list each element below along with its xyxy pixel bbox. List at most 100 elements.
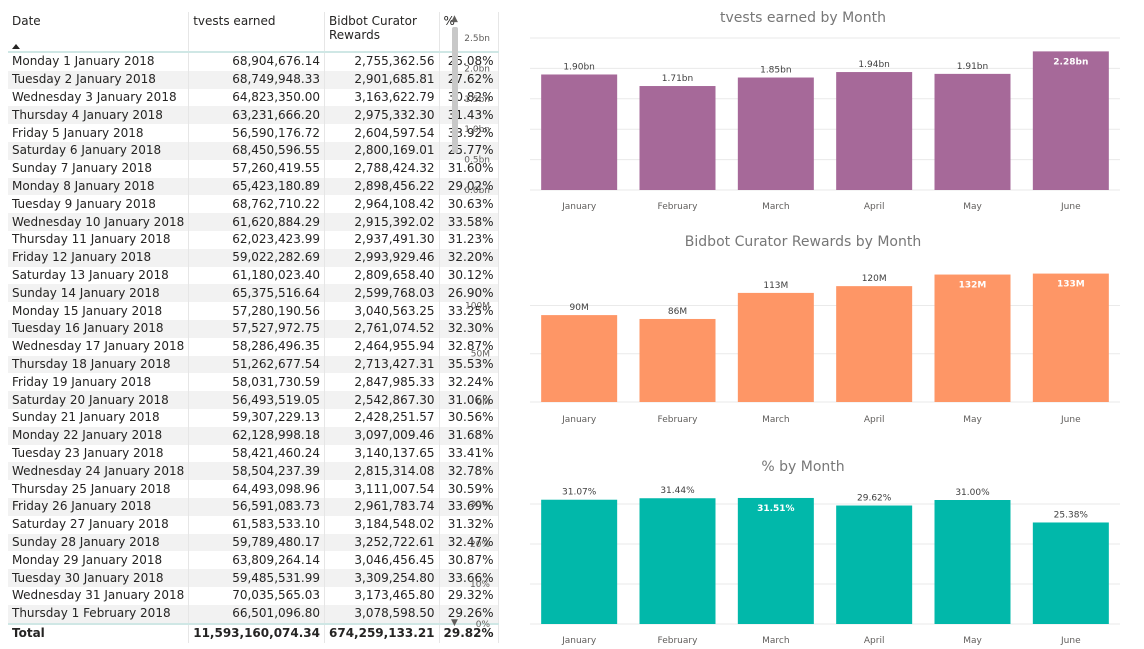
- table-row[interactable]: Thursday 11 January 2018 62,023,423.99 2,9…: [8, 230, 499, 249]
- table-row[interactable]: Monday 8 January 2018 65,423,180.89 2,898,…: [8, 177, 499, 196]
- table-row[interactable]: Monday 15 January 2018 57,280,190.56 3,040…: [8, 302, 499, 320]
- data-label: 31.07%: [562, 488, 597, 498]
- cell-bidbot: 2,815,314.08: [324, 462, 440, 481]
- table-row[interactable]: Friday 19 January 2018 58,031,730.59 2,847…: [8, 373, 499, 392]
- cell-percent: 30.12%: [439, 266, 499, 285]
- bar[interactable]: [639, 318, 716, 402]
- table-row[interactable]: Saturday 27 January 2018 61,583,533.10 3,1…: [8, 515, 499, 534]
- cell-bidbot: 2,961,783.74: [324, 497, 440, 516]
- table-row[interactable]: Thursday 1 February 2018 66,501,096.80 3,0…: [8, 604, 499, 624]
- data-label: 120M: [862, 274, 887, 284]
- bar[interactable]: [1032, 51, 1109, 190]
- y-tick-label: 20%: [470, 540, 490, 550]
- bar[interactable]: [737, 292, 814, 402]
- bar[interactable]: [1032, 522, 1109, 624]
- scroll-down-icon[interactable]: ▼: [451, 618, 458, 628]
- cell-date: Monday 22 January 2018: [8, 426, 190, 445]
- column-header-bidbot-curator-rewards[interactable]: Bidbot Curator Rewards: [324, 12, 440, 53]
- table-row[interactable]: Friday 5 January 2018 56,590,176.72 2,604,…: [8, 124, 499, 142]
- table-row[interactable]: Tuesday 9 January 2018 68,762,710.22 2,964…: [8, 195, 499, 214]
- cell-bidbot: 3,111,007.54: [324, 480, 440, 498]
- vertical-scrollbar[interactable]: ▲ ▼: [449, 12, 460, 634]
- table-row[interactable]: Thursday 4 January 2018 63,231,666.20 2,97…: [8, 106, 499, 125]
- cell-percent: 33.58%: [439, 213, 499, 231]
- cell-tvests: 56,591,083.73: [188, 497, 325, 516]
- table-row[interactable]: Monday 1 January 2018 68,904,676.14 2,755,…: [8, 52, 499, 71]
- cell-percent: 32.30%: [439, 319, 499, 338]
- data-label: 1.94bn: [858, 60, 889, 70]
- scrollbar-thumb[interactable]: [452, 27, 458, 153]
- x-tick-label: January: [561, 636, 597, 646]
- table-row[interactable]: Wednesday 24 January 2018 58,504,237.39 2,…: [8, 462, 499, 481]
- table-row[interactable]: Tuesday 30 January 2018 59,485,531.99 3,30…: [8, 569, 499, 587]
- bar[interactable]: [737, 497, 814, 624]
- table-row[interactable]: Wednesday 3 January 2018 64,823,350.00 3,1…: [8, 88, 499, 107]
- bar[interactable]: [541, 74, 618, 190]
- x-tick-label: January: [561, 202, 597, 212]
- data-label: 1.71bn: [662, 74, 693, 84]
- cell-tvests: 68,749,948.33: [188, 70, 325, 89]
- table-row[interactable]: Tuesday 2 January 2018 68,749,948.33 2,901…: [8, 70, 499, 89]
- cell-date: Saturday 6 January 2018: [8, 141, 190, 160]
- table-row[interactable]: Thursday 18 January 2018 51,262,677.54 2,7…: [8, 355, 499, 374]
- table-row[interactable]: Saturday 6 January 2018 68,450,596.55 2,80…: [8, 141, 499, 160]
- table-row[interactable]: Monday 22 January 2018 62,128,998.18 3,097…: [8, 426, 499, 445]
- table-row[interactable]: Sunday 21 January 2018 59,307,229.13 2,428…: [8, 408, 499, 427]
- cell-tvests: 61,180,023.40: [188, 266, 325, 285]
- bar[interactable]: [934, 274, 1011, 402]
- bar[interactable]: [836, 286, 913, 402]
- cell-tvests: 59,789,480.17: [188, 533, 325, 552]
- column-header-tvests-earned[interactable]: tvests earned: [188, 12, 325, 53]
- table-row[interactable]: Sunday 28 January 2018 59,789,480.17 3,252…: [8, 533, 499, 552]
- table-row[interactable]: Saturday 20 January 2018 56,493,519.05 2,5…: [8, 391, 499, 409]
- cell-date: Tuesday 9 January 2018: [8, 195, 190, 214]
- table-row[interactable]: Saturday 13 January 2018 61,180,023.40 2,8…: [8, 266, 499, 285]
- table-row[interactable]: Wednesday 17 January 2018 58,286,496.35 2,…: [8, 337, 499, 356]
- table-row[interactable]: Sunday 14 January 2018 65,375,516.64 2,599…: [8, 284, 499, 303]
- chart-title: % by Month: [761, 459, 844, 475]
- bar[interactable]: [1032, 273, 1109, 402]
- table-row[interactable]: Friday 26 January 2018 56,591,083.73 2,961…: [8, 497, 499, 516]
- table-row[interactable]: Thursday 25 January 2018 64,493,098.96 3,1…: [8, 480, 499, 498]
- scroll-up-icon[interactable]: ▲: [451, 14, 458, 24]
- bar[interactable]: [836, 72, 913, 190]
- daily-table-visual: Date tvests earned Bidbot Curator Reward…: [0, 0, 499, 649]
- table-row[interactable]: Friday 12 January 2018 59,022,282.69 2,993…: [8, 248, 499, 267]
- table-row[interactable]: Tuesday 23 January 2018 58,421,460.24 3,14…: [8, 444, 499, 463]
- bar[interactable]: [934, 73, 1011, 190]
- table-row[interactable]: Wednesday 31 January 2018 70,035,565.03 3,…: [8, 586, 499, 605]
- percent-by-month-chart: % by Month 0% 10% 20% 30% 31.07% January 31.44%…: [470, 459, 1120, 646]
- cell-percent: 29.02%: [439, 177, 499, 196]
- chart-title: Bidbot Curator Rewards by Month: [685, 234, 921, 250]
- x-tick-label: June: [1060, 202, 1081, 212]
- bar[interactable]: [639, 498, 716, 624]
- cell-bidbot: 3,040,563.25: [324, 302, 440, 320]
- x-tick-label: March: [762, 636, 789, 646]
- bar[interactable]: [541, 315, 618, 402]
- table-row[interactable]: Tuesday 16 January 2018 57,527,972.75 2,76…: [8, 319, 499, 338]
- bar[interactable]: [639, 86, 716, 190]
- table-row[interactable]: Wednesday 10 January 2018 61,620,884.29 2,…: [8, 213, 499, 231]
- cell-tvests: 63,809,264.14: [188, 551, 325, 570]
- data-label: 1.91bn: [957, 62, 988, 72]
- cell-percent: 29.26%: [439, 604, 499, 624]
- y-tick-label: 1.0bn: [464, 125, 490, 135]
- y-tick-label: 30%: [470, 500, 490, 510]
- x-tick-label: June: [1060, 415, 1081, 425]
- bar[interactable]: [737, 77, 814, 190]
- bar[interactable]: [541, 499, 618, 624]
- cell-date: Wednesday 24 January 2018: [8, 462, 190, 481]
- table-row[interactable]: Monday 29 January 2018 63,809,264.14 3,046…: [8, 551, 499, 570]
- bar[interactable]: [934, 500, 1011, 624]
- table-row[interactable]: Sunday 7 January 2018 57,260,419.55 2,788,…: [8, 159, 499, 178]
- cell-bidbot: 3,173,465.80: [324, 586, 440, 605]
- column-header-date[interactable]: Date: [8, 12, 190, 53]
- cell-tvests: 58,286,496.35: [188, 337, 325, 356]
- sort-ascending-icon[interactable]: [12, 44, 20, 49]
- cell-percent: 32.87%: [439, 337, 499, 356]
- cell-percent: 30.56%: [439, 408, 499, 427]
- column-header-percent[interactable]: %: [439, 12, 499, 53]
- data-label: 132M: [959, 281, 987, 291]
- bar[interactable]: [836, 505, 913, 624]
- cell-tvests: 56,493,519.05: [188, 391, 325, 409]
